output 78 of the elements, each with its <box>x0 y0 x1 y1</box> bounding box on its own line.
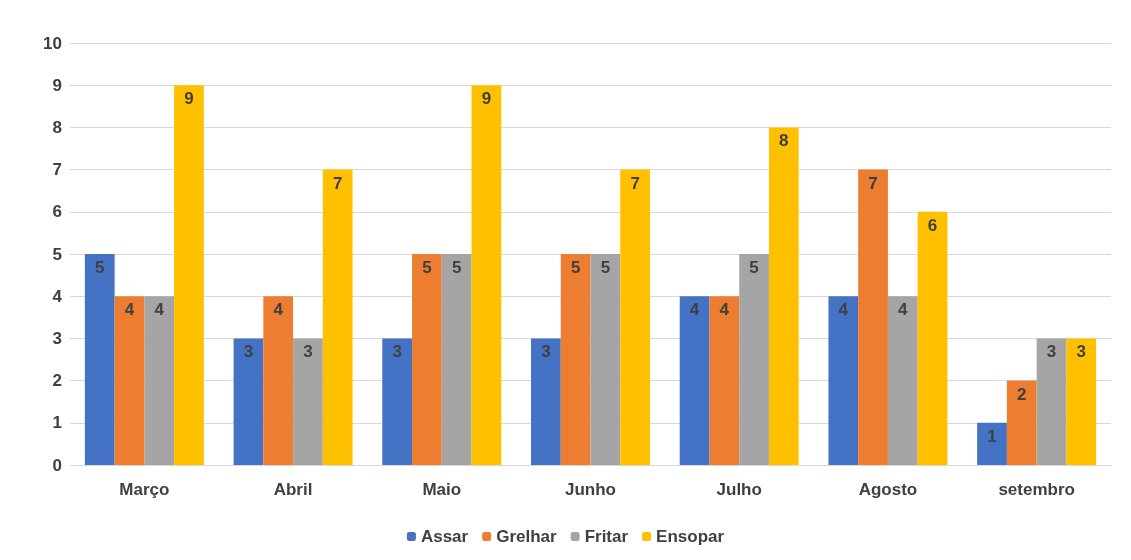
bar <box>1036 338 1067 465</box>
y-tick-label: 2 <box>52 371 62 391</box>
y-tick-label: 8 <box>52 117 62 137</box>
bar <box>84 254 115 465</box>
bar <box>412 254 442 465</box>
bar <box>917 211 948 465</box>
data-label: 3 <box>392 342 402 362</box>
bar <box>1066 338 1097 465</box>
y-tick-label: 4 <box>52 286 63 306</box>
data-label: 4 <box>273 300 284 320</box>
y-tick-label: 0 <box>52 455 62 475</box>
bar <box>174 85 204 465</box>
legend-label: Assar <box>420 527 469 546</box>
data-label: 3 <box>1046 342 1057 362</box>
x-tick-label: setembro <box>998 480 1075 499</box>
data-label: 4 <box>719 300 730 320</box>
data-label: 4 <box>898 300 909 320</box>
bar <box>382 338 413 465</box>
legend-label: Fritar <box>584 527 629 546</box>
y-tick-label: 5 <box>52 244 62 264</box>
data-label: 7 <box>630 173 640 193</box>
y-tick-label: 3 <box>52 328 62 348</box>
bar <box>977 422 1007 465</box>
data-label: 2 <box>1017 384 1027 404</box>
y-tick-label: 1 <box>52 413 62 433</box>
data-label: 5 <box>749 258 759 277</box>
bar <box>709 296 740 465</box>
data-label: 3 <box>303 342 313 362</box>
bar <box>590 254 621 465</box>
data-label: 1 <box>987 426 997 446</box>
legend-label: Ensopar <box>656 527 725 546</box>
data-label: 3 <box>1076 342 1086 362</box>
data-label: 6 <box>927 215 938 235</box>
data-label: 7 <box>332 173 343 193</box>
data-label: 4 <box>689 300 700 320</box>
x-tick-label: Julho <box>716 480 762 499</box>
data-label: 9 <box>481 89 492 109</box>
data-label: 5 <box>600 258 611 277</box>
bar <box>293 338 323 465</box>
bar <box>322 169 353 465</box>
bar <box>441 254 472 465</box>
bar <box>560 254 591 465</box>
bar <box>828 296 859 465</box>
x-tick-label: Março <box>119 480 170 499</box>
data-label: 5 <box>451 258 462 277</box>
bar <box>858 169 888 465</box>
data-label: 3 <box>541 342 551 362</box>
bar <box>263 296 294 465</box>
bar <box>620 169 650 465</box>
x-tick-label: Junho <box>565 480 616 499</box>
bar <box>144 296 175 465</box>
data-label: 5 <box>422 258 432 277</box>
bar <box>679 296 710 465</box>
y-tick-label: 7 <box>52 160 62 180</box>
data-label: 4 <box>838 300 849 320</box>
data-label: 4 <box>154 300 165 320</box>
bar <box>887 296 918 465</box>
data-label: 5 <box>95 258 105 277</box>
x-tick-label: Maio <box>422 480 462 499</box>
legend-label: Grelhar <box>496 527 558 546</box>
data-label: 4 <box>124 300 135 320</box>
y-tick-label: 9 <box>52 75 62 95</box>
x-tick-label: Abril <box>273 480 313 499</box>
bar <box>1006 380 1037 465</box>
bar <box>531 338 561 465</box>
y-tick-label: 10 <box>43 33 62 53</box>
x-tick-label: Agosto <box>858 480 918 499</box>
data-label: 3 <box>243 342 254 362</box>
bar <box>471 85 502 465</box>
data-label: 7 <box>868 173 878 193</box>
data-label: 8 <box>779 131 789 151</box>
data-label: 5 <box>570 258 581 277</box>
bar <box>768 127 799 465</box>
bar <box>114 296 145 465</box>
data-label: 9 <box>184 89 194 109</box>
bar <box>739 254 769 465</box>
y-tick-label: 6 <box>52 202 62 222</box>
bar <box>233 338 264 465</box>
